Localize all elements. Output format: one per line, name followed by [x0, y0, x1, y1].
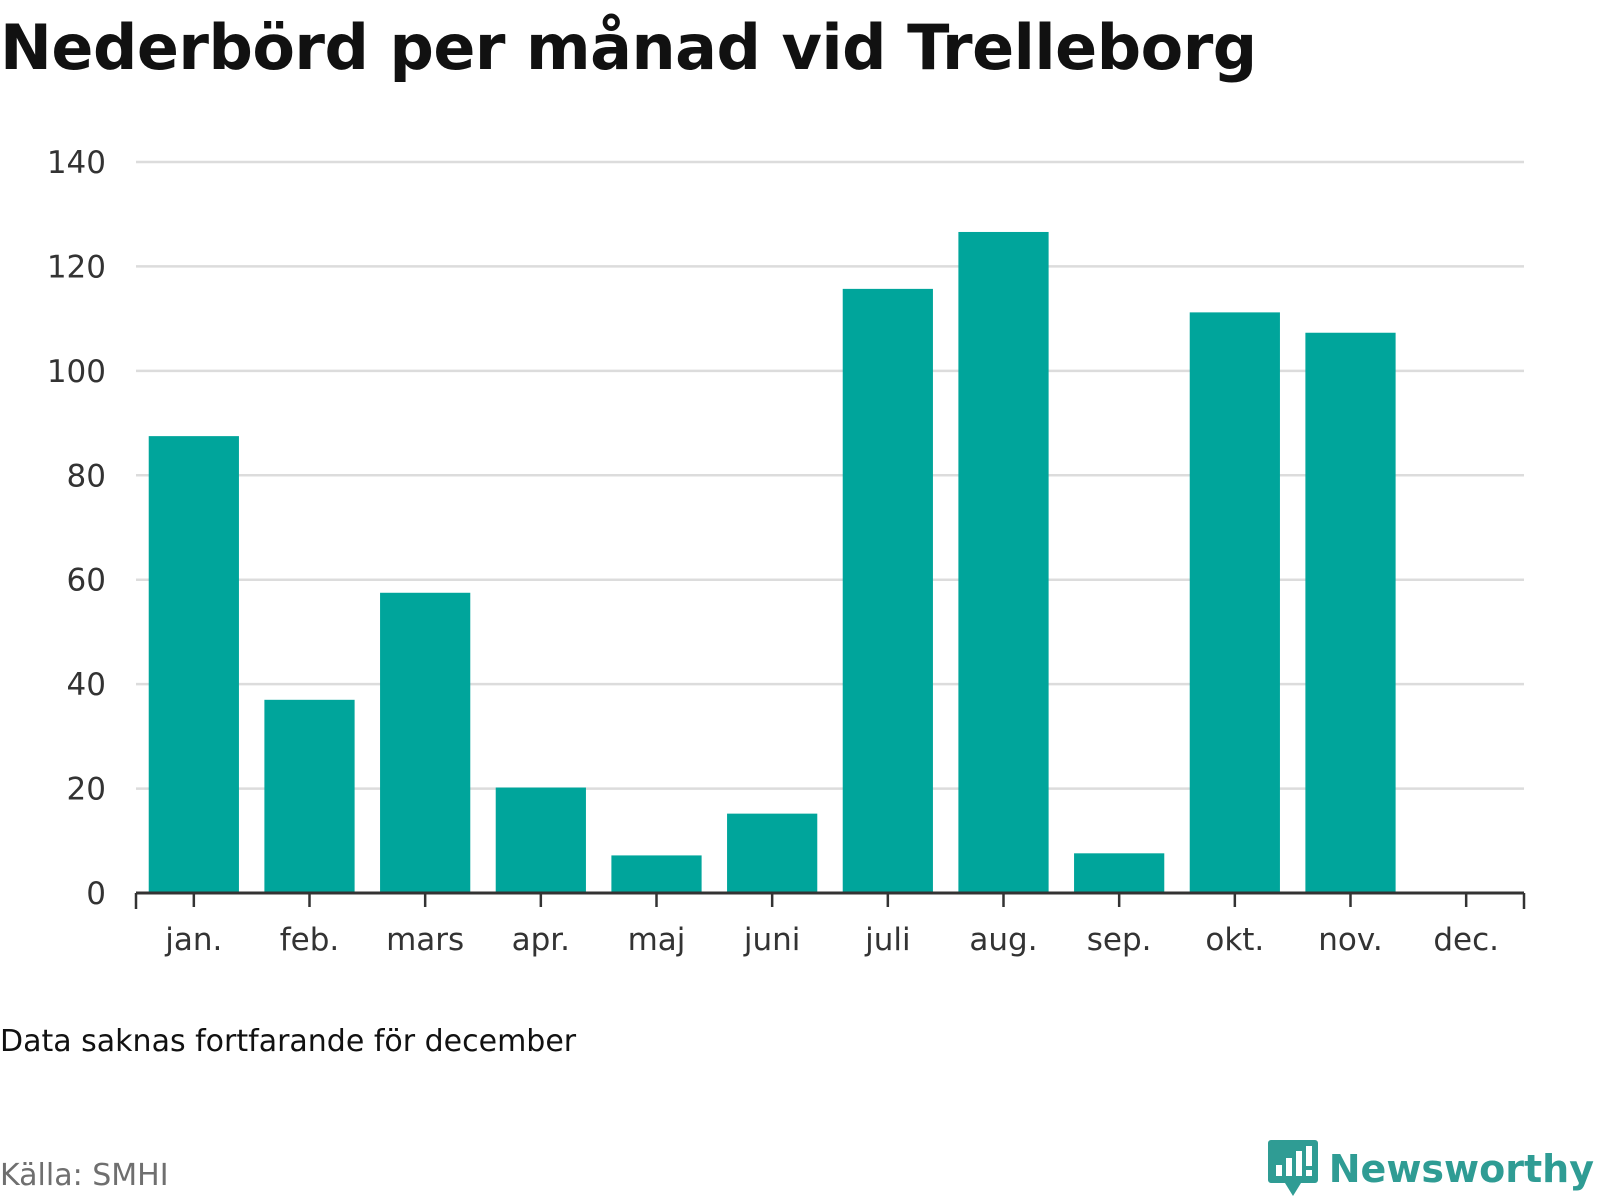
y-tick-label: 40 [67, 667, 106, 703]
x-tick-label: dec. [1433, 922, 1499, 958]
bar [380, 592, 471, 893]
y-axis-labels: 0 20 40 60 80 100 120 140 [47, 145, 106, 912]
bar [842, 288, 933, 893]
bar [1074, 853, 1165, 893]
chart-title: Nederbörd per månad vid Trelleborg [0, 11, 1257, 84]
gridlines [136, 160, 1524, 790]
x-tick-label: juni [743, 922, 801, 958]
x-tick-label: jan. [164, 922, 222, 958]
x-tick-label: sep. [1087, 922, 1152, 958]
x-tick-label: apr. [512, 922, 570, 958]
x-axis-labels: jan. feb. mars apr. maj juni juli aug. sep. okt. n… [164, 922, 1499, 958]
bars [148, 231, 1396, 893]
x-tick-label: aug. [969, 922, 1037, 958]
y-tick-label: 20 [67, 772, 106, 808]
x-tick-label: nov. [1318, 922, 1382, 958]
bar [611, 855, 702, 893]
bar [495, 787, 586, 893]
y-tick-label: 140 [47, 145, 106, 181]
bar [148, 436, 239, 893]
x-tick-label: okt. [1205, 922, 1264, 958]
x-tick-label: mars [386, 922, 464, 958]
newsworthy-chart-bubble-icon [1267, 1140, 1318, 1196]
x-axis [134, 891, 1526, 909]
bar [1189, 312, 1280, 893]
x-tick-label: feb. [280, 922, 340, 958]
brand-logo-link[interactable]: Newsworthy [1267, 1138, 1594, 1200]
bar [1305, 332, 1396, 893]
bar [727, 813, 818, 893]
source-credit: Källa: SMHI [0, 1158, 169, 1193]
y-tick-label: 80 [67, 458, 106, 494]
brand-name: Newsworthy [1328, 1147, 1594, 1191]
y-tick-label: 60 [67, 563, 106, 599]
bar [958, 231, 1049, 893]
bar [264, 699, 355, 893]
x-tick-label: juli [864, 922, 911, 958]
x-tick-label: maj [628, 922, 686, 958]
y-tick-label: 100 [47, 354, 106, 390]
bar-chart: 0 20 40 60 80 100 120 140 jan. feb. mars apr. maj ju… [47, 145, 1526, 958]
y-tick-label: 0 [86, 876, 106, 912]
chart-note: Data saknas fortfarande för december [0, 1024, 577, 1059]
y-tick-label: 120 [47, 249, 106, 285]
